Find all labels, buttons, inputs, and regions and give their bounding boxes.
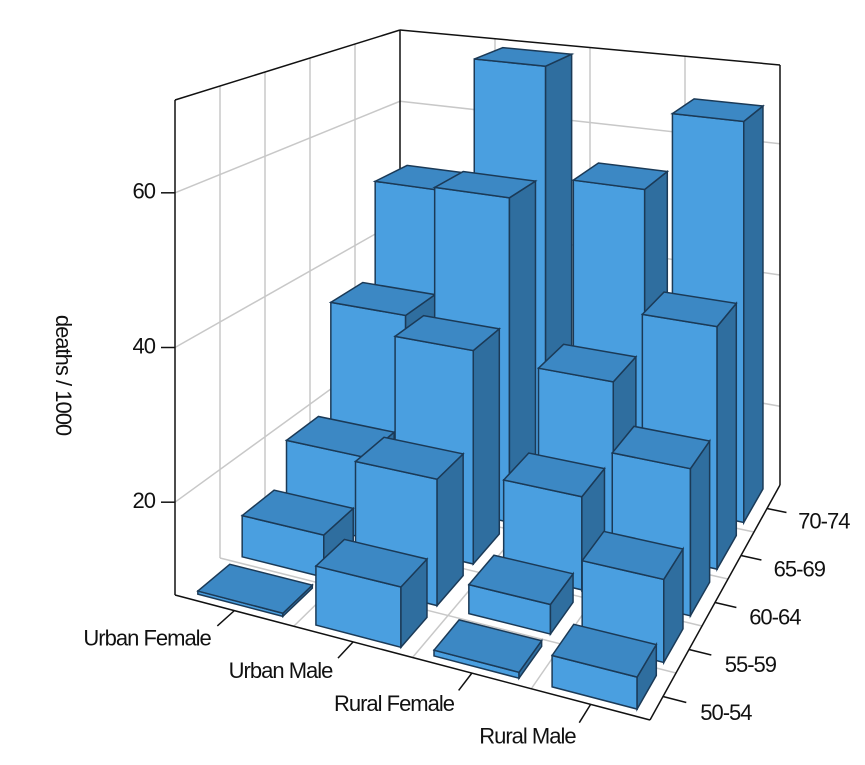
- x-tick: [578, 703, 592, 724]
- y-tick: [688, 648, 712, 656]
- bar-top: [571, 162, 670, 191]
- y-tick-label: 70-74: [798, 509, 850, 534]
- bar-side: [743, 104, 764, 526]
- bar-top: [393, 314, 502, 352]
- bar-top: [314, 538, 429, 588]
- bar-top: [670, 98, 765, 123]
- bar-top: [502, 452, 606, 498]
- grid-line: [174, 100, 401, 194]
- axis-line: [174, 29, 401, 101]
- axis-line: [174, 594, 651, 721]
- axis-line: [399, 29, 781, 66]
- bar-side: [716, 301, 738, 572]
- bar-top: [240, 489, 355, 536]
- z-tick-label: 60: [133, 179, 156, 204]
- y-tick: [766, 507, 787, 514]
- bar-top: [536, 343, 638, 383]
- bar-side: [689, 438, 711, 619]
- grid-line: [174, 219, 401, 349]
- bar-top: [196, 563, 314, 615]
- x-tick: [216, 610, 235, 627]
- x-tick-label: Rural Male: [479, 724, 576, 749]
- y-tick-label: 50-54: [700, 700, 752, 725]
- z-axis-label: deaths / 1000: [51, 315, 76, 436]
- y-tick-label: 55-59: [725, 652, 777, 677]
- bar-top: [467, 554, 575, 606]
- y-tick: [714, 601, 737, 609]
- bar-top: [610, 425, 711, 470]
- x-tick-label: Urban Male: [229, 658, 333, 683]
- bar-top: [432, 619, 543, 674]
- bar-top: [473, 46, 575, 67]
- y-tick-label: 65-69: [774, 557, 826, 582]
- bar-top: [353, 436, 465, 481]
- x-tick-label: Urban Female: [83, 625, 211, 650]
- bar-top: [550, 623, 658, 678]
- bar-top: [640, 291, 738, 328]
- bar-side: [472, 327, 501, 567]
- bar-top: [284, 415, 396, 459]
- x-tick: [337, 641, 354, 659]
- x-tick-label: Rural Female: [334, 691, 455, 716]
- bar-side: [436, 452, 464, 608]
- z-tick-label: 40: [133, 333, 156, 358]
- y-tick-label: 60-64: [749, 604, 801, 629]
- bar-top: [432, 170, 538, 199]
- y-tick: [740, 554, 762, 561]
- z-tick-label: 20: [133, 488, 156, 513]
- y-tick: [662, 695, 687, 704]
- x-tick: [458, 672, 473, 691]
- bar-top: [580, 530, 685, 581]
